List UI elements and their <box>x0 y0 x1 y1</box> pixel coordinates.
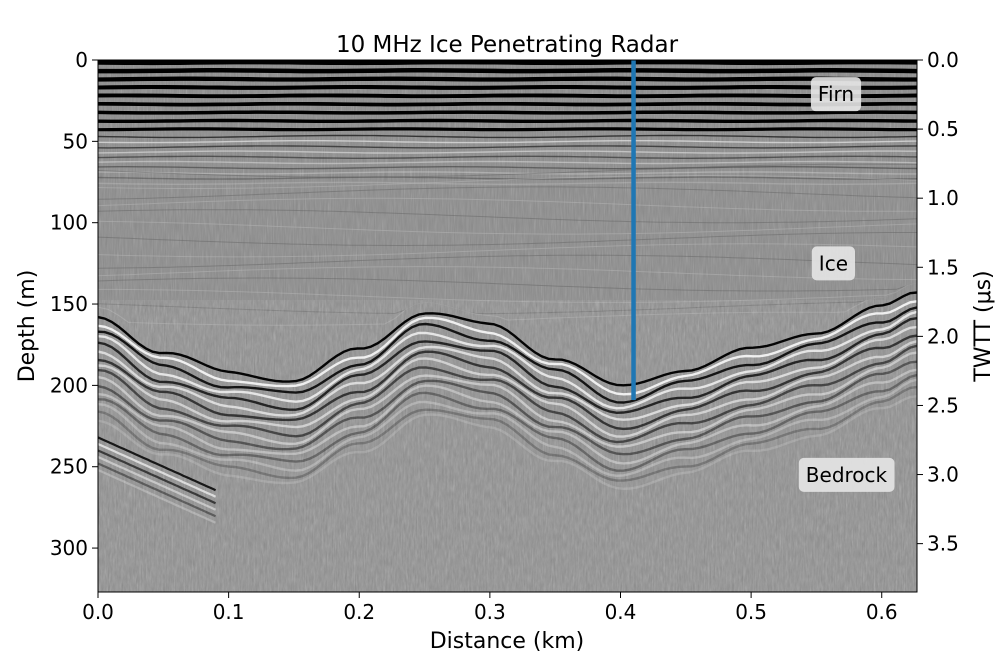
shallow-layer <box>98 171 917 175</box>
x-tick-label: 0.6 <box>866 600 898 624</box>
annotation-label: Ice <box>819 251 848 275</box>
ice-layer <box>98 232 917 246</box>
ice-layer <box>98 220 917 235</box>
ice-layer <box>98 209 917 224</box>
firn-band <box>98 60 917 66</box>
x-axis-ticks: 0.0 0.1 0.2 0.3 0.4 0.5 0.6 <box>82 592 898 624</box>
shallow-layer <box>98 134 917 139</box>
annotation-box <box>798 457 895 492</box>
shallow-layer <box>98 139 917 144</box>
y-axis-ticks: 0 50 100 150 200 250 300 <box>50 48 98 560</box>
bed-reflection <box>98 344 917 444</box>
bed-reflection <box>98 340 917 438</box>
shallow-layer <box>98 145 917 149</box>
deep-reflection <box>98 442 217 498</box>
bed-reflection <box>98 351 917 448</box>
plot-area <box>98 60 917 592</box>
bed-reflection <box>98 395 917 491</box>
y-tick-label: 0 <box>75 48 88 72</box>
y-tick-label: 100 <box>50 211 88 235</box>
y2-axis-label: TWTT (μs) <box>971 270 996 382</box>
shallow-layer <box>98 176 917 180</box>
bed-reflection <box>98 373 917 472</box>
deep-reflection <box>98 455 217 511</box>
ice-layer <box>98 243 917 258</box>
firn-band <box>98 127 917 132</box>
ice-layer <box>98 186 917 200</box>
y2-tick-label: 2.0 <box>927 324 959 348</box>
bed-reflection <box>98 360 917 456</box>
x-tick-label: 0.2 <box>343 600 375 624</box>
firn-band <box>98 110 917 115</box>
firn-layer-bands <box>98 60 917 186</box>
shallow-layer <box>98 165 917 170</box>
y-tick-label: 250 <box>50 455 88 479</box>
plot-frame <box>97 59 918 593</box>
bed-reflection <box>98 306 917 404</box>
annotation-ice: Ice <box>811 246 856 281</box>
chart-title: 10 MHz Ice Penetrating Radar <box>336 32 679 58</box>
shallow-layer <box>98 150 917 154</box>
annotation-box <box>811 246 856 281</box>
x-axis-label: Distance (km) <box>430 629 585 654</box>
bed-reflection <box>98 310 917 410</box>
region-annotations: Firn Ice Bedrock <box>798 77 895 492</box>
annotation-box <box>810 77 862 112</box>
ice-layer <box>98 277 917 292</box>
bed-reflection <box>98 385 917 482</box>
bed-reflection <box>98 325 917 421</box>
deep-reflection <box>98 449 217 505</box>
y-axis-label: Depth (m) <box>15 270 40 383</box>
bed-reflections <box>98 291 917 524</box>
y-tick-label: 50 <box>63 129 88 153</box>
y2-tick-label: 3.0 <box>927 463 959 487</box>
firn-band <box>98 84 917 90</box>
x-tick-label: 0.1 <box>213 600 245 624</box>
x-tick-label: 0.4 <box>605 600 637 624</box>
deep-reflection <box>98 462 217 518</box>
ice-layer <box>98 175 917 189</box>
annotation-bedrock: Bedrock <box>798 457 895 492</box>
bed-reflection <box>98 378 917 478</box>
firn-band <box>98 118 917 124</box>
firn-band <box>98 101 917 107</box>
deep-reflection <box>98 468 217 524</box>
y-tick-label: 300 <box>50 536 88 560</box>
bed-reflection <box>98 317 917 415</box>
y-tick-label: 150 <box>50 292 88 316</box>
firn-band <box>98 76 917 82</box>
shallow-layer <box>98 181 917 186</box>
y2-tick-label: 1.0 <box>927 186 959 210</box>
annotation-label: Firn <box>818 82 854 106</box>
shallow-layer <box>98 160 917 165</box>
annotation-label: Bedrock <box>806 463 888 487</box>
bed-reflection <box>98 300 917 396</box>
ice-layer <box>98 197 917 212</box>
y2-tick-label: 3.5 <box>927 532 959 556</box>
bed-reflection <box>98 291 917 387</box>
y2-tick-label: 0.5 <box>927 117 959 141</box>
deep-reflection <box>98 436 217 492</box>
x-tick-label: 0.5 <box>735 600 767 624</box>
x-tick-label: 0.3 <box>474 600 506 624</box>
ice-layer <box>98 163 917 178</box>
firn-band <box>98 93 917 99</box>
bed-reflection <box>98 368 917 465</box>
firn-band <box>98 68 917 74</box>
y2-tick-label: 1.5 <box>927 255 959 279</box>
y2-axis-ticks: 0.0 0.5 1.0 1.5 2.0 2.5 3.0 3.5 <box>917 48 959 556</box>
bed-reflection <box>98 334 917 431</box>
bedrock-texture <box>98 300 917 592</box>
y2-tick-label: 0.0 <box>927 48 959 72</box>
ice-layer <box>98 254 917 269</box>
y-tick-label: 200 <box>50 373 88 397</box>
annotation-firn: Firn <box>810 77 862 112</box>
ice-layer <box>98 266 917 281</box>
x-tick-label: 0.0 <box>82 600 114 624</box>
y2-tick-label: 2.5 <box>927 393 959 417</box>
shallow-layer <box>98 155 917 160</box>
